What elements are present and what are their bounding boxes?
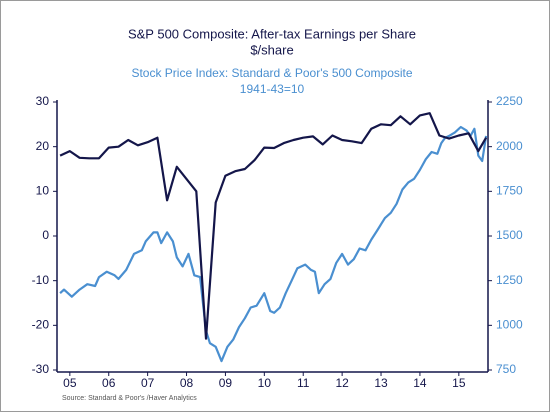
y2-tick-label: 1250 (496, 273, 523, 287)
y2-tick-label: 2000 (496, 139, 523, 153)
chart-title: S&P 500 Composite: After-tax Earnings pe… (128, 26, 416, 41)
x-tick-label: 09 (219, 376, 233, 390)
x-tick-label: 11 (297, 376, 310, 390)
y-tick-label: 20 (36, 139, 50, 153)
y2-tick-label: 750 (496, 362, 516, 376)
y2-tick-label: 2250 (496, 94, 523, 108)
x-tick-label: 14 (413, 376, 427, 390)
x-tick-label: 12 (335, 376, 349, 390)
x-tick-label: 06 (102, 376, 116, 390)
chart-subtitle: $/share (250, 42, 293, 57)
y2-title: Stock Price Index: Standard & Poor's 500… (131, 66, 412, 80)
y-tick-label: 0 (42, 228, 49, 242)
y-tick-label: -30 (32, 362, 50, 376)
series-line (59, 125, 488, 363)
y-tick-label: -20 (32, 318, 50, 332)
source-note: Source: Standard & Poor's /Haver Analyti… (62, 395, 197, 402)
x-tick-label: 13 (374, 376, 388, 390)
x-tick-label: 07 (141, 376, 155, 390)
x-tick-label: 10 (258, 376, 272, 390)
y-tick-label: 30 (36, 94, 50, 108)
y-tick-label: -10 (32, 273, 50, 287)
y2-tick-label: 1500 (496, 228, 523, 242)
x-tick-label: 08 (180, 376, 194, 390)
y2-subtitle: 1941-43=10 (240, 82, 305, 96)
y-tick-label: 10 (36, 184, 50, 198)
series-line (59, 112, 488, 340)
y2-tick-label: 1000 (496, 318, 523, 332)
x-tick-label: 15 (452, 376, 466, 390)
y2-tick-label: 1750 (496, 184, 523, 198)
x-tick-label: 05 (63, 376, 77, 390)
